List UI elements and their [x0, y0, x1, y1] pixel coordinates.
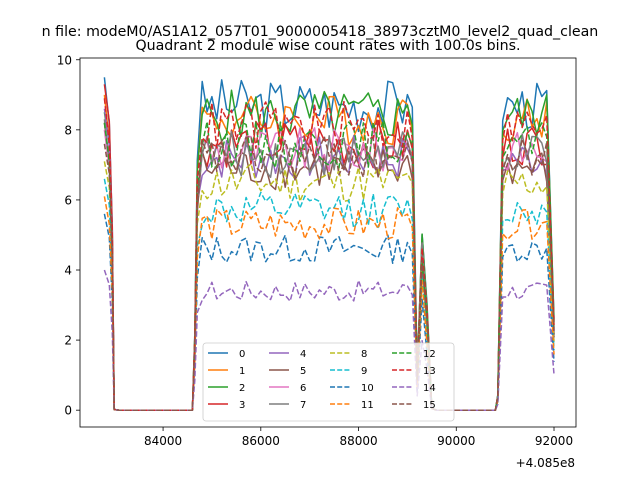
legend-label-14: 14 [423, 383, 436, 394]
legend-label-5: 5 [300, 366, 306, 377]
legend-label-15: 15 [423, 400, 436, 411]
legend-label-4: 4 [300, 349, 306, 360]
x-tick-label: 84000 [144, 434, 182, 448]
legend-label-11: 11 [361, 400, 374, 411]
y-tick-label: 2 [64, 334, 72, 348]
legend-label-12: 12 [423, 349, 436, 360]
legend-label-13: 13 [423, 366, 436, 377]
x-tick-label: 92000 [535, 434, 573, 448]
legend-label-1: 1 [239, 366, 245, 377]
legend-frame [202, 342, 455, 422]
legend-label-10: 10 [361, 383, 374, 394]
chart-title: Quadrant 2 module wise count rates with … [135, 38, 520, 54]
legend-label-9: 9 [361, 366, 367, 377]
plot-area [79, 57, 577, 428]
legend-label-8: 8 [361, 349, 367, 360]
y-tick-label: 8 [64, 123, 72, 137]
legend-label-2: 2 [239, 383, 245, 394]
legend-label-6: 6 [300, 383, 306, 394]
x-tick-label: 86000 [242, 434, 280, 448]
y-tick-label: 6 [64, 193, 72, 207]
x-tick-label: 90000 [437, 434, 475, 448]
legend-label-7: 7 [300, 400, 306, 411]
x-axis: 84000 86000 88000 90000 92000 [144, 427, 573, 448]
series-layer [103, 77, 555, 411]
y-tick-label: 10 [57, 53, 72, 67]
x-tick-label: 88000 [339, 434, 377, 448]
y-tick-label: 4 [64, 264, 72, 278]
series-line-15 [103, 135, 555, 411]
x-axis-offset-label: +4.085e8 [516, 456, 575, 470]
y-axis: 0 2 4 6 8 10 [57, 53, 80, 418]
y-tick-label: 0 [64, 404, 72, 418]
legend-label-0: 0 [239, 349, 245, 360]
figure-suptitle: n file: modeM0/AS1A12_057T01_9000005418_… [42, 24, 599, 40]
axes-frame [79, 57, 577, 428]
legend-label-3: 3 [239, 400, 245, 411]
